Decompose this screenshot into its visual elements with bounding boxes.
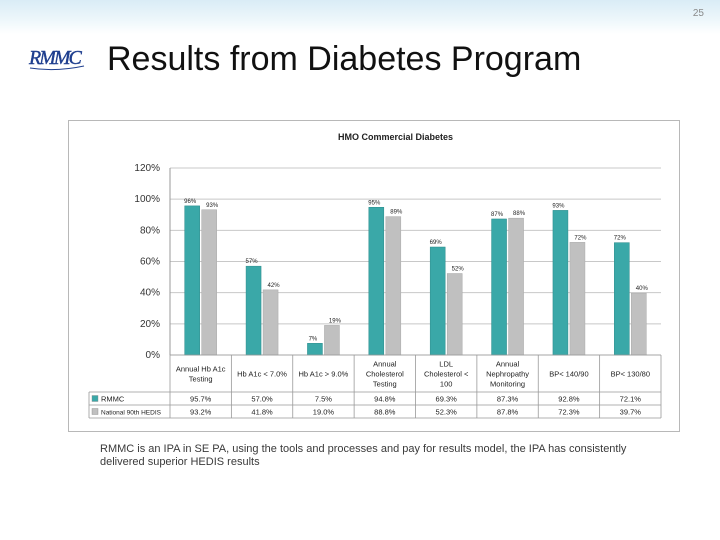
data-label-rmmc: 93% [552, 203, 565, 209]
bar-chart: HMO Commercial Diabetes 0% 20% 40% 60% 80% 100… [88, 132, 662, 419]
bar-hedis [385, 216, 402, 356]
bar-rmmc [552, 210, 569, 356]
table-cell-rmmc: 72.1% [620, 395, 642, 404]
data-label-hedis: 42% [268, 283, 281, 289]
data-label-hedis: 93% [206, 203, 219, 209]
y-tick-label: 80% [140, 225, 160, 236]
bar-hedis [201, 209, 217, 356]
data-label-rmmc: 72% [614, 236, 627, 242]
bar-rmmc [307, 343, 323, 356]
legend-label-hedis: National 90th HEDIS [101, 410, 162, 417]
data-label-hedis: 40% [636, 286, 649, 292]
x-category-label: BP< 140/90 [549, 370, 588, 379]
data-label-hedis: 89% [390, 210, 403, 216]
table-cell-rmmc: 57.0% [251, 395, 273, 404]
table-cell-hedis: 88.8% [374, 408, 396, 417]
data-label-rmmc: 96% [184, 199, 197, 205]
table-cell-rmmc: 87.3% [497, 395, 519, 404]
table-cell-rmmc: 94.8% [374, 395, 396, 404]
chart-panel: HMO Commercial Diabetes 0% 20% 40% 60% 80% 100… [68, 120, 680, 432]
bar-rmmc [429, 246, 446, 356]
y-tick-label: 120% [134, 163, 160, 174]
x-category-label: LDL Cholesterol <100 [424, 360, 469, 389]
y-tick-label: 60% [140, 257, 160, 268]
bar-rmmc [184, 205, 200, 356]
page-number: 25 [692, 8, 704, 19]
x-category-label: Annual Cholesterol Testing [366, 360, 404, 389]
bar-hedis [569, 242, 586, 356]
bar-rmmc [614, 242, 630, 356]
table-cell-rmmc: 95.7% [190, 395, 212, 404]
data-label-hedis: 88% [513, 211, 526, 217]
table-cell-rmmc: 92.8% [558, 395, 580, 404]
legend-label-rmmc: RMMC [101, 395, 125, 404]
bar-rmmc [368, 207, 385, 356]
x-category-label: Annual Nephropathy Monitoring [486, 360, 529, 389]
bar-rmmc [245, 265, 262, 356]
data-label-hedis: 72% [574, 235, 587, 241]
legend-swatch-rmmc [91, 395, 99, 402]
data-label-rmmc: 87% [491, 212, 504, 218]
x-category-label: BP< 130/80 [611, 370, 650, 379]
data-label-rmmc: 95% [368, 200, 381, 206]
y-tick-label: 20% [140, 319, 160, 330]
logo-lettering: RMMC [28, 47, 83, 69]
bar-hedis [262, 289, 279, 356]
data-label-rmmc: 69% [430, 240, 443, 246]
data-label-hedis: 19% [329, 318, 342, 324]
x-category-label: Hb A1c < 7.0% [237, 370, 287, 379]
page-title: Results from Diabetes Program [107, 40, 582, 78]
header-band [0, 0, 720, 34]
data-label-rmmc: 57% [246, 259, 259, 265]
table-cell-hedis: 87.8% [497, 408, 519, 417]
data-label-hedis: 52% [452, 266, 465, 272]
y-tick-label: 0% [146, 350, 161, 361]
y-tick-label: 100% [134, 194, 160, 205]
bar-rmmc [491, 218, 507, 356]
bar-hedis [508, 217, 524, 356]
x-category-label: Annual Hb A1c Testing [176, 365, 226, 384]
legend-swatch-hedis [91, 408, 99, 415]
caption-text: RMMC is an IPA in SE PA, using the tools… [100, 443, 627, 468]
table-cell-hedis: 93.2% [190, 408, 212, 417]
table-cell-rmmc: 69.3% [436, 395, 458, 404]
table-cell-hedis: 39.7% [620, 408, 642, 417]
table-cell-hedis: 72.3% [558, 408, 580, 417]
x-category-label: Hb A1c > 9.0% [299, 370, 349, 379]
rmmc-logo: RMMC [28, 47, 85, 71]
table-cell-hedis: 52.3% [436, 408, 458, 417]
bar-hedis [631, 292, 647, 356]
table-cell-hedis: 41.8% [251, 408, 273, 417]
bar-hedis [324, 325, 340, 356]
chart-title: HMO Commercial Diabetes [338, 132, 453, 142]
data-label-rmmc: 7% [309, 336, 318, 342]
table-cell-rmmc: 7.5% [315, 395, 332, 404]
table-cell-hedis: 19.0% [313, 408, 335, 417]
y-tick-label: 40% [140, 288, 160, 299]
bar-hedis [446, 273, 463, 356]
